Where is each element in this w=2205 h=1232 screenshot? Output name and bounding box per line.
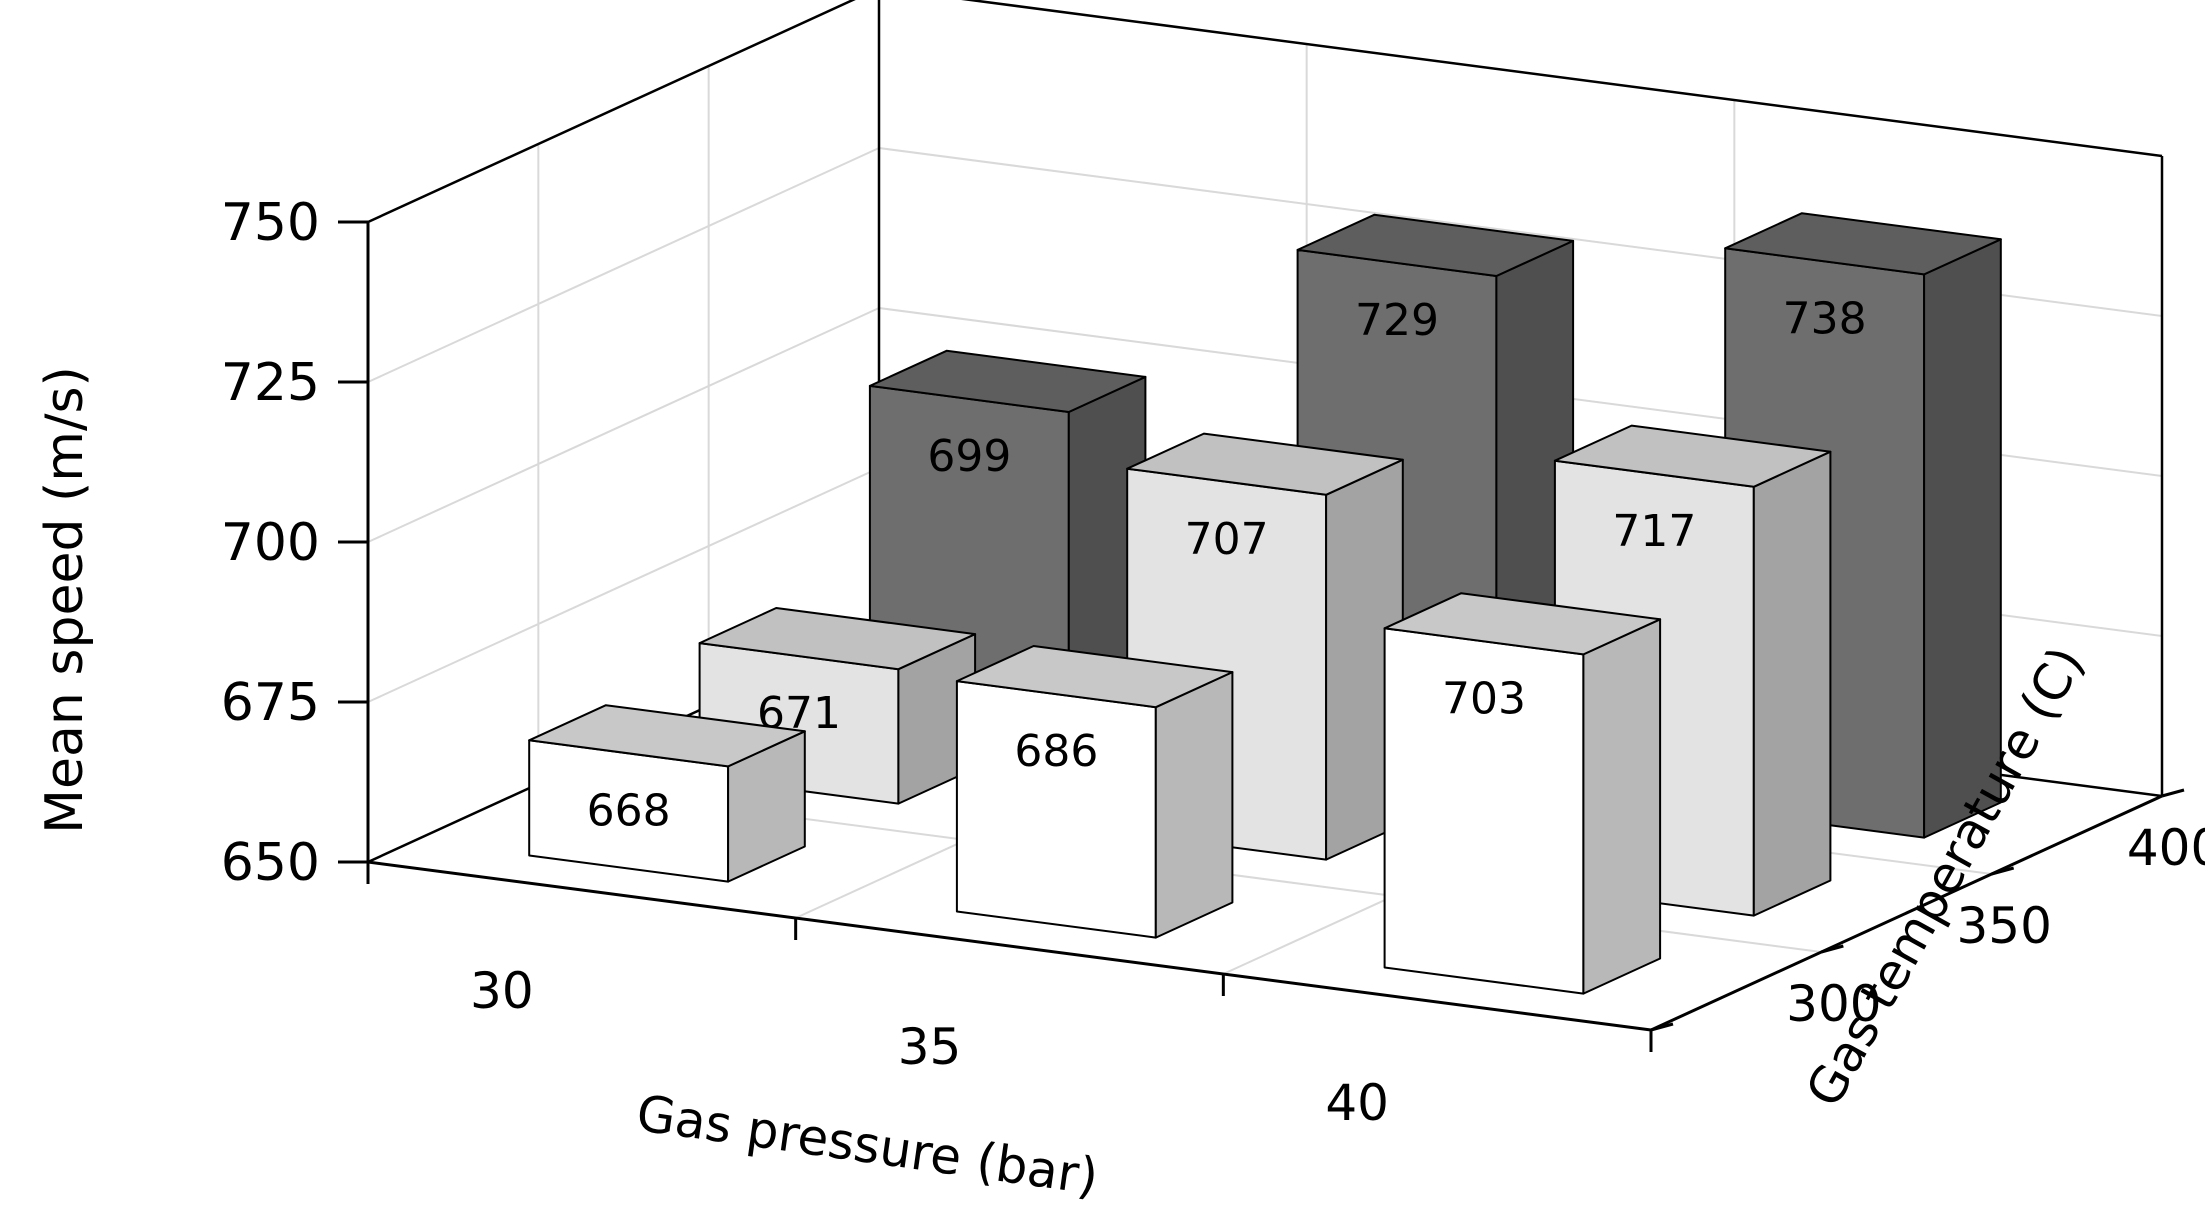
x-axis-label: Gas pressure (bar) <box>633 1084 1102 1206</box>
y-tick-label: 675 <box>221 673 320 733</box>
bar-value-label: 729 <box>1355 295 1439 346</box>
bar-top-face <box>1126 432 1404 496</box>
z-tick <box>1991 866 2015 876</box>
bar-top-face <box>1724 212 2002 276</box>
bar-top-face <box>1553 424 1832 488</box>
bar-top-face <box>955 645 1234 709</box>
gridline <box>367 0 856 223</box>
back-wall-top-edge <box>961 0 2163 158</box>
bar-value-label: 707 <box>1185 514 1269 565</box>
x-axis-line <box>367 860 1652 1032</box>
z-tick-label: 400 <box>2127 819 2205 877</box>
z-axis-line <box>1650 794 2163 1032</box>
z-tick <box>2161 788 2185 798</box>
bar-top-face <box>1296 213 1575 277</box>
z-tick <box>1820 944 1844 954</box>
gridline <box>367 307 880 543</box>
y-tick-label: 725 <box>221 353 320 413</box>
bar-3d: 703 <box>1383 592 1662 995</box>
bar-value-label: 738 <box>1783 293 1867 344</box>
bar-value-label: 699 <box>927 431 1011 482</box>
bar-front-face <box>955 680 1157 939</box>
x-tick-label: 35 <box>898 1018 962 1076</box>
bar-side-face <box>1582 618 1662 995</box>
bar-top-face <box>868 349 1147 413</box>
z-tick-label: 300 <box>1786 975 1881 1033</box>
gridline <box>367 467 880 703</box>
gridline <box>962 0 2163 157</box>
z-tick-label: 350 <box>1957 897 2052 955</box>
bar-value-label: 703 <box>1442 673 1526 724</box>
side-wall-top-edge <box>367 0 856 224</box>
y-axis-label: Mean speed (m/s) <box>35 366 95 834</box>
bar-top-face <box>528 704 806 768</box>
x-tick-label: 40 <box>1325 1074 1389 1132</box>
bar-value-label: 686 <box>1014 726 1098 777</box>
y-tick-label: 750 <box>221 193 320 253</box>
bar-side-face <box>1154 671 1234 939</box>
y-tick-label: 650 <box>221 833 320 893</box>
bar-top-face <box>698 607 977 671</box>
bar-side-face <box>1752 450 1832 917</box>
y-tick-label: 700 <box>221 513 320 573</box>
bar-value-label: 668 <box>587 785 671 836</box>
gridline <box>367 147 880 383</box>
bar-top-face <box>1383 592 1662 656</box>
bar-3d: 668 <box>528 704 806 883</box>
x-tick-label: 30 <box>470 962 534 1020</box>
z-tick <box>1650 1022 1674 1032</box>
bar-value-label: 717 <box>1612 506 1696 557</box>
bar-3d: 686 <box>955 645 1234 939</box>
